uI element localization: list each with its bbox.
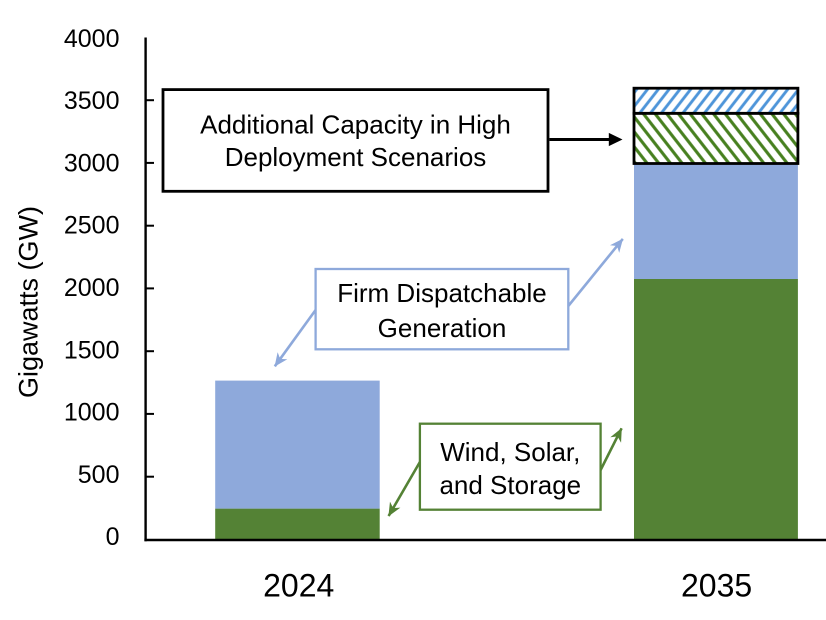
svg-text:Generation: Generation xyxy=(378,313,507,343)
svg-text:2035: 2035 xyxy=(681,568,752,604)
svg-text:2000: 2000 xyxy=(64,274,120,302)
svg-text:0: 0 xyxy=(106,523,120,551)
svg-text:1000: 1000 xyxy=(64,399,120,427)
svg-text:500: 500 xyxy=(78,461,120,489)
svg-text:3000: 3000 xyxy=(64,149,120,177)
svg-text:4000: 4000 xyxy=(64,25,120,53)
svg-text:Deployment Scenarios: Deployment Scenarios xyxy=(225,142,487,172)
svg-text:2024: 2024 xyxy=(263,568,334,604)
svg-text:3500: 3500 xyxy=(64,87,120,115)
svg-text:Wind, Solar,: Wind, Solar, xyxy=(440,437,580,467)
svg-text:and Storage: and Storage xyxy=(439,470,581,500)
svg-text:Additional Capacity in High: Additional Capacity in High xyxy=(200,109,511,139)
svg-text:Firm Dispatchable: Firm Dispatchable xyxy=(337,278,547,308)
svg-text:2500: 2500 xyxy=(64,212,120,240)
svg-text:1500: 1500 xyxy=(64,336,120,364)
svg-text:Gigawatts (GW): Gigawatts (GW) xyxy=(14,206,44,398)
